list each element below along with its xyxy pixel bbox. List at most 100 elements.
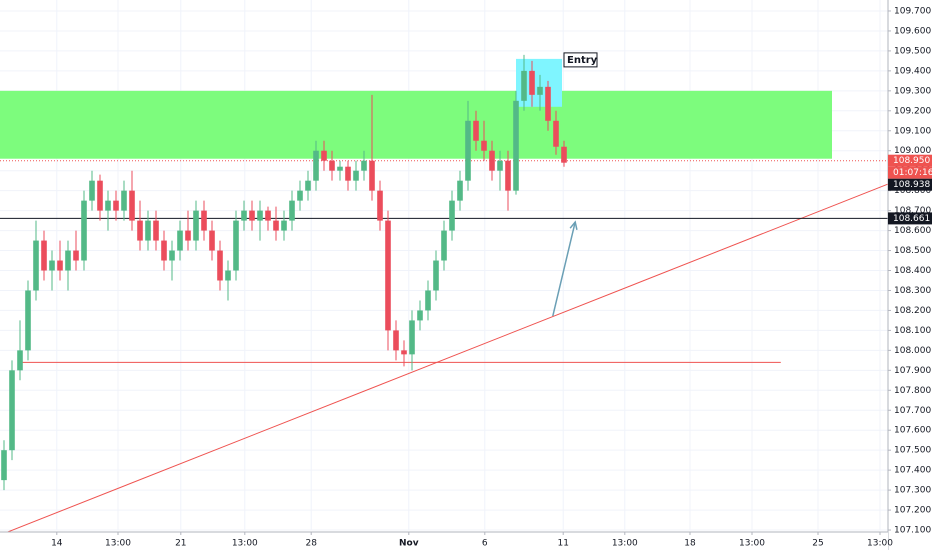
price-tag-label: 108.661 [893, 214, 930, 224]
y-tick-label: 107.400 [894, 466, 931, 476]
candle-body [177, 230, 183, 251]
candle-body [433, 260, 439, 291]
candle-body [521, 70, 527, 101]
candle-body [265, 210, 271, 221]
candle-body [401, 350, 407, 355]
y-tick-label: 107.200 [894, 506, 931, 516]
price-tag-label: 108.950 [893, 156, 930, 166]
candle-body [193, 210, 199, 241]
candle-body [505, 160, 511, 191]
candle-body [137, 220, 143, 241]
y-tick-label: 107.100 [894, 526, 931, 536]
price-tag [888, 212, 932, 225]
candle-body [441, 230, 447, 261]
candle-body [153, 220, 159, 241]
candle-body [169, 250, 175, 261]
x-tick-label: 13:00 [232, 539, 258, 549]
x-tick-label: 13:00 [739, 539, 765, 549]
candle-body [273, 220, 279, 231]
candle-body [57, 260, 63, 271]
y-tick-label: 107.700 [894, 406, 931, 416]
candle-body [33, 240, 39, 291]
x-tick-label: 13:00 [867, 539, 893, 549]
x-tick-label: 14 [51, 539, 63, 549]
candle-body [233, 220, 239, 271]
y-tick-label: 108.500 [894, 246, 931, 256]
y-tick-label: 107.900 [894, 366, 931, 376]
candle-body [481, 140, 487, 151]
candle-body [1, 450, 7, 481]
candle-body [369, 160, 375, 191]
y-tick-label: 108.700 [894, 206, 931, 216]
y-tick-label: 109.400 [894, 66, 931, 76]
x-tick-label: 28 [305, 539, 317, 549]
y-tick-label: 108.000 [894, 346, 931, 356]
candle-body [257, 210, 263, 221]
candle-body [473, 120, 479, 141]
candle-body [89, 180, 95, 201]
x-tick-label: Nov [399, 539, 419, 549]
y-tick-label: 107.500 [894, 446, 931, 456]
y-tick-label: 109.600 [894, 26, 931, 36]
candle-body [161, 240, 167, 261]
trend-line [0, 183, 889, 536]
candle-body [41, 240, 47, 271]
price-tag [888, 178, 932, 191]
candle-body [65, 250, 71, 271]
candle-body [209, 230, 215, 251]
candle-body [129, 190, 135, 221]
candle-body [249, 210, 255, 221]
candle-body [465, 120, 471, 181]
x-tick-label: 6 [482, 539, 488, 549]
x-tick-label: 18 [684, 539, 696, 549]
candle-body [305, 180, 311, 191]
zone [0, 90, 832, 159]
candle-body [345, 166, 351, 181]
y-tick-label: 109.200 [894, 106, 931, 116]
candle-body [49, 260, 55, 271]
y-tick-label: 109.700 [894, 6, 931, 16]
candle-body [289, 200, 295, 221]
x-tick-label: 21 [175, 539, 186, 549]
candle-body [185, 230, 191, 241]
x-tick-label: 13:00 [105, 539, 131, 549]
candle-body [241, 210, 247, 221]
y-tick-label: 107.300 [894, 486, 931, 496]
price-tag [888, 154, 932, 167]
y-tick-label: 108.300 [894, 286, 931, 296]
candle-body [297, 190, 303, 201]
candle-body [281, 220, 287, 231]
candle-body [225, 270, 231, 281]
candle-body [393, 330, 399, 351]
candle-body [425, 290, 431, 311]
candle-body [489, 150, 495, 171]
candle-body [9, 370, 15, 451]
x-tick-label: 11 [557, 539, 568, 549]
candle-body [417, 310, 423, 321]
candle-body [329, 160, 335, 171]
candle-body [513, 100, 519, 191]
candle-body [361, 160, 367, 171]
y-tick-label: 108.400 [894, 266, 931, 276]
candle-body [353, 170, 359, 181]
arrow-head [569, 220, 578, 230]
candle-body [17, 350, 23, 371]
y-tick-label: 108.800 [894, 186, 931, 196]
candle-body [73, 250, 79, 261]
y-tick-label: 109.300 [894, 86, 931, 96]
y-tick-label: 108.100 [894, 326, 931, 336]
y-tick-label: 107.600 [894, 426, 931, 436]
countdown-label: 01:07:16 [893, 168, 932, 178]
arrow [552, 221, 576, 317]
candle-body [105, 200, 111, 211]
candle-body [81, 200, 87, 261]
price-tag-label: 108.938 [893, 180, 930, 190]
label-box [563, 52, 598, 68]
candle-body [409, 320, 415, 355]
candle-body [529, 70, 535, 95]
candle-body [313, 150, 319, 181]
candle-body [377, 190, 383, 221]
y-tick-label: 108.200 [894, 306, 931, 316]
